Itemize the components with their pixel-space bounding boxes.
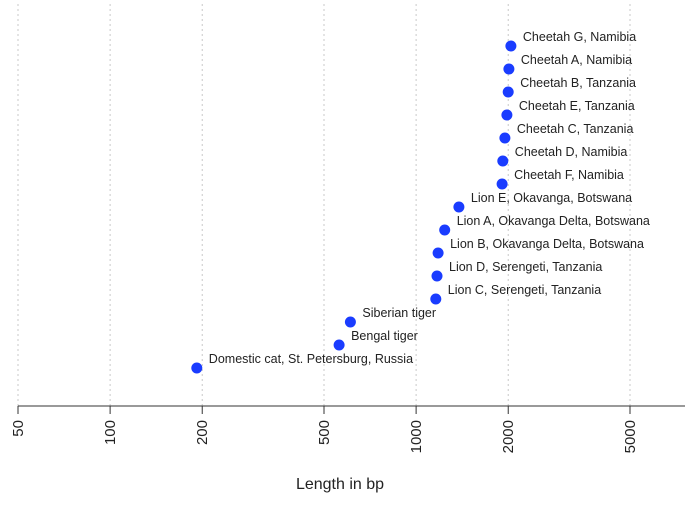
point-label: Lion A, Okavanga Delta, Botswana [457,214,650,228]
x-axis-title: Length in bp [296,476,384,493]
point-label: Lion C, Serengeti, Tanzania [448,283,601,297]
point-label: Cheetah F, Namibia [514,168,624,182]
data-point [432,247,444,259]
x-axis: 50 100 200 500 1000 2000 5000 [10,405,685,453]
point-label: Lion E, Okavanga, Botswana [471,191,632,205]
point-label: Cheetah D, Namibia [515,145,628,159]
x-tick-label: 500 [316,420,333,445]
data-point [501,109,513,121]
data-point [431,270,443,282]
data-point [333,339,345,351]
x-tick-label: 2000 [500,420,517,453]
x-tick-label: 50 [10,420,27,437]
point-label: Domestic cat, St. Petersburg, Russia [209,352,413,366]
x-tick-label: 200 [194,420,211,445]
point-label: Lion D, Serengeti, Tanzania [449,260,602,274]
data-point [502,86,514,98]
data-point [496,178,508,190]
x-tick-label: 1000 [408,420,425,453]
data-point [430,293,442,305]
data-points: Cheetah G, Namibia Cheetah A, Namibia Chee… [191,30,650,374]
data-point [505,40,517,52]
data-point [191,362,203,374]
point-label: Bengal tiger [351,329,418,343]
data-point [499,132,511,144]
point-label: Cheetah C, Tanzania [517,122,634,136]
data-point [503,63,515,75]
point-label: Cheetah G, Namibia [523,30,636,44]
x-tick-label: 100 [102,420,119,445]
point-label: Cheetah A, Namibia [521,53,632,67]
point-label: Lion B, Okavanga Delta, Botswana [450,237,644,251]
data-point [344,316,356,328]
x-tick-label: 5000 [622,420,639,453]
data-point [453,201,465,213]
data-point [497,155,509,167]
point-label: Cheetah B, Tanzania [520,76,636,90]
point-label: Cheetah E, Tanzania [519,99,635,113]
data-point [439,224,451,236]
point-label: Siberian tiger [362,306,436,320]
